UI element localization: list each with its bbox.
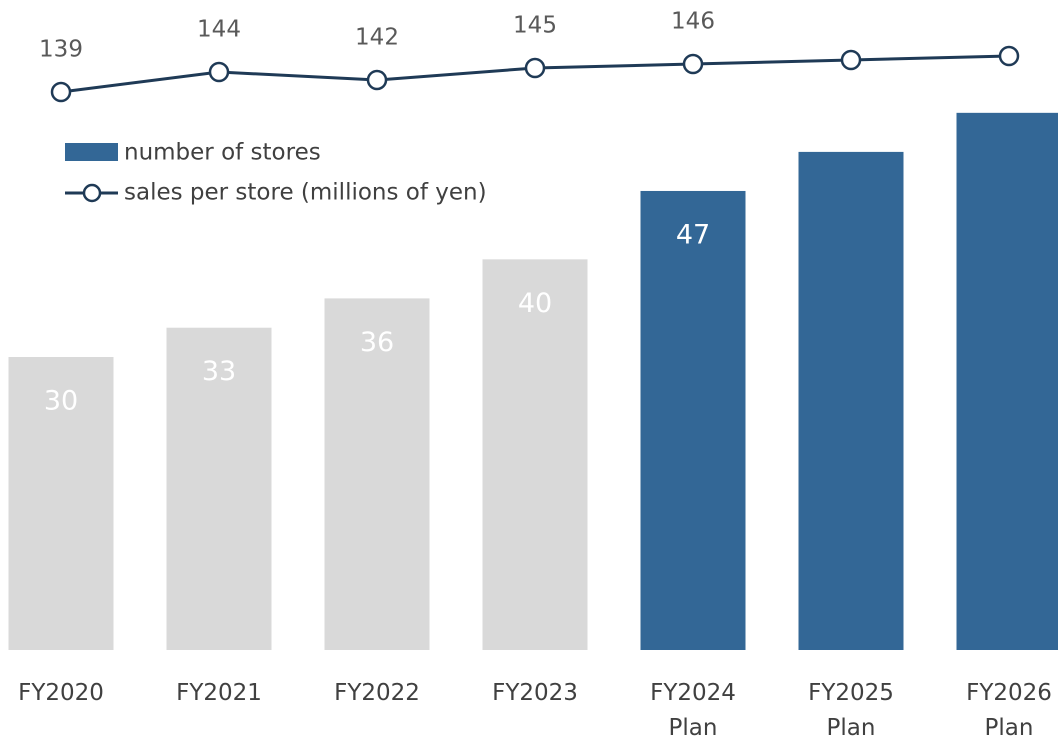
line-marker <box>208 61 230 83</box>
x-tick-label: FY2024 Plan <box>650 680 736 741</box>
line-marker <box>998 45 1020 67</box>
bar <box>640 190 746 650</box>
bar <box>8 357 114 650</box>
x-tick-label: FY2026 Plan <box>966 680 1052 741</box>
bar <box>798 151 904 650</box>
line-marker <box>682 53 704 75</box>
legend-swatch-marker <box>82 183 102 203</box>
x-tick-label: FY2021 <box>176 680 262 706</box>
legend-label: number of stores <box>124 140 321 166</box>
line-marker <box>366 69 388 91</box>
line-marker <box>50 81 72 103</box>
data-label: 47 <box>676 219 710 250</box>
data-label: 139 <box>39 37 83 63</box>
bar <box>324 298 430 650</box>
data-label: 142 <box>355 25 399 51</box>
data-label: 145 <box>513 13 557 39</box>
bar <box>956 112 1058 651</box>
x-tick-label: FY2020 <box>18 680 104 706</box>
data-label: 40 <box>518 288 552 319</box>
legend-label: sales per store (millions of yen) <box>124 180 487 206</box>
data-label: 36 <box>360 327 394 358</box>
line-marker <box>840 49 862 71</box>
bar <box>166 327 272 650</box>
data-label: 30 <box>44 386 78 417</box>
x-tick-label: FY2023 <box>492 680 578 706</box>
data-label: 144 <box>197 17 241 43</box>
data-label: 146 <box>671 9 715 35</box>
x-tick-label: FY2022 <box>334 680 420 706</box>
x-tick-label: FY2025 Plan <box>808 680 894 741</box>
line-marker <box>524 57 546 79</box>
bar <box>482 259 588 650</box>
legend-swatch-bar <box>65 143 118 161</box>
data-label: 33 <box>202 356 236 387</box>
